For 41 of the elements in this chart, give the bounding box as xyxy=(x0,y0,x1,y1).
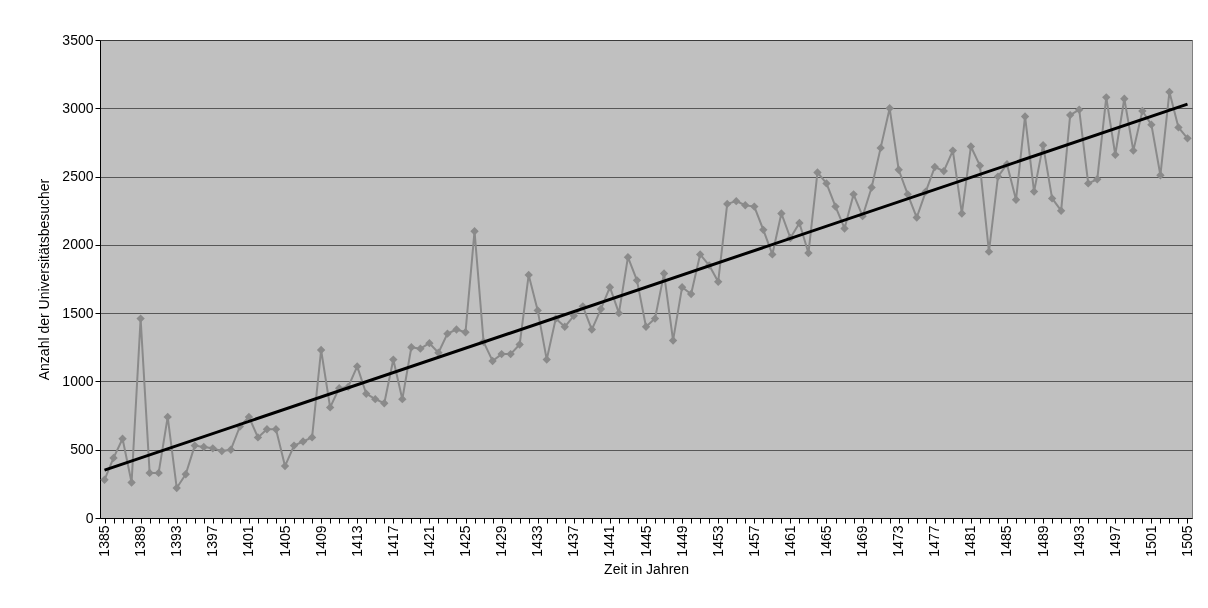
x-tick-label: 1417 xyxy=(384,525,401,557)
x-tick-label: 1449 xyxy=(673,525,690,557)
x-tick-label: 1389 xyxy=(132,525,149,557)
x-tick-label: 1469 xyxy=(854,525,871,557)
y-tick-label: 500 xyxy=(70,441,94,458)
x-tick-label: 1445 xyxy=(637,525,654,557)
x-tick-label: 1425 xyxy=(457,525,473,557)
x-axis-title: Zeit in Jahren xyxy=(604,560,689,577)
x-tick-label: 1477 xyxy=(926,525,943,557)
x-tick-label: 1453 xyxy=(709,525,726,557)
x-tick-label: 1433 xyxy=(529,525,546,557)
x-tick-label: 1505 xyxy=(1178,525,1195,557)
x-tick-label: 1405 xyxy=(276,525,293,557)
x-tick-label: 1429 xyxy=(493,525,510,557)
x-tick-label: 1441 xyxy=(601,525,618,557)
y-tick-label: 3000 xyxy=(62,99,94,116)
x-tick-label: 1401 xyxy=(240,525,257,557)
x-tick-label: 1465 xyxy=(818,525,834,557)
x-tick-label: 1421 xyxy=(420,525,437,557)
y-tick-label: 1500 xyxy=(62,304,94,321)
y-tick-label: 2000 xyxy=(62,236,94,253)
x-tick-label: 1473 xyxy=(890,525,907,557)
y-tick-label: 0 xyxy=(85,509,94,526)
x-tick-label: 1397 xyxy=(204,525,221,557)
x-tick-label: 1393 xyxy=(168,525,185,557)
x-tick-label: 1457 xyxy=(745,525,762,557)
y-tick-label: 3500 xyxy=(62,31,94,48)
y-axis-title: Anzahl der Universitätsbesucher xyxy=(36,178,53,381)
x-tick-label: 1501 xyxy=(1142,525,1159,557)
x-tick-label: 1437 xyxy=(565,525,582,557)
x-tick-label: 1481 xyxy=(962,525,979,557)
x-tick-label: 1497 xyxy=(1106,525,1123,557)
y-tick-label: 2500 xyxy=(62,168,94,185)
x-tick-label: 1409 xyxy=(312,525,329,557)
y-tick-label: 1000 xyxy=(62,372,94,389)
x-tick-label: 1461 xyxy=(781,525,798,557)
x-tick-label: 1493 xyxy=(1070,525,1087,557)
x-tick-label: 1489 xyxy=(1034,525,1051,557)
x-tick-label: 1385 xyxy=(96,525,113,557)
x-tick-label: 1485 xyxy=(998,525,1015,557)
x-tick-label: 1413 xyxy=(348,525,365,557)
